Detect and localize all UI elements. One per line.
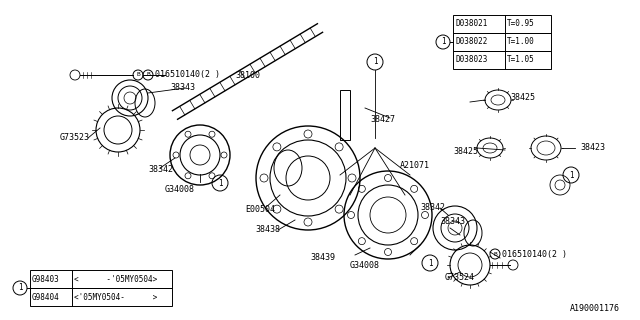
Text: 38425: 38425 — [510, 92, 535, 101]
Text: 016510140(2 ): 016510140(2 ) — [502, 250, 567, 259]
Text: T=0.95: T=0.95 — [507, 20, 535, 28]
Text: 1: 1 — [428, 259, 432, 268]
Bar — [30, 270, 172, 288]
Text: 1: 1 — [569, 171, 573, 180]
Text: G73523: G73523 — [60, 133, 90, 142]
Text: 38343: 38343 — [170, 84, 195, 92]
Text: G34008: G34008 — [165, 186, 195, 195]
Text: 38439: 38439 — [310, 253, 335, 262]
Text: B: B — [136, 73, 140, 77]
Text: 1: 1 — [441, 37, 445, 46]
Text: 38100: 38100 — [235, 70, 260, 79]
Text: 38425: 38425 — [453, 148, 478, 156]
Text: G98403: G98403 — [32, 275, 60, 284]
Text: 38427: 38427 — [370, 116, 395, 124]
Text: D038023: D038023 — [455, 55, 488, 65]
Bar — [30, 288, 172, 306]
Text: T=1.00: T=1.00 — [507, 37, 535, 46]
Bar — [453, 15, 551, 33]
Text: 1: 1 — [218, 179, 222, 188]
Text: 1: 1 — [372, 58, 378, 67]
Text: A190001176: A190001176 — [570, 304, 620, 313]
Text: D038022: D038022 — [455, 37, 488, 46]
Text: E00504: E00504 — [245, 205, 275, 214]
Bar — [453, 51, 551, 69]
Text: 38438: 38438 — [255, 226, 280, 235]
Text: <'05MY0504-      >: <'05MY0504- > — [74, 292, 157, 301]
Text: A21071: A21071 — [400, 161, 430, 170]
Text: <      -'05MY0504>: < -'05MY0504> — [74, 275, 157, 284]
Text: 38342: 38342 — [148, 165, 173, 174]
Text: G34008: G34008 — [350, 260, 380, 269]
Text: 38423: 38423 — [580, 143, 605, 153]
Bar — [340, 90, 350, 140]
Text: 38343: 38343 — [440, 218, 465, 227]
Text: B: B — [146, 73, 150, 77]
Text: 016510140(2 ): 016510140(2 ) — [155, 70, 220, 79]
Text: G73524: G73524 — [445, 274, 475, 283]
Text: B: B — [493, 252, 497, 257]
Text: 1: 1 — [18, 284, 22, 292]
Text: 38342: 38342 — [420, 204, 445, 212]
Bar — [453, 33, 551, 51]
Text: T=1.05: T=1.05 — [507, 55, 535, 65]
Text: D038021: D038021 — [455, 20, 488, 28]
Text: G98404: G98404 — [32, 292, 60, 301]
